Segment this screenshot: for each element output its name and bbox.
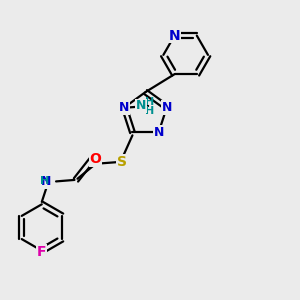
Text: H: H <box>145 98 154 107</box>
Text: N: N <box>154 126 164 139</box>
Text: N: N <box>162 101 172 114</box>
Text: N: N <box>136 100 146 112</box>
Text: F: F <box>37 245 46 259</box>
Text: O: O <box>89 152 101 166</box>
Text: H: H <box>145 106 154 116</box>
Text: H: H <box>40 176 49 186</box>
Text: N: N <box>169 28 180 43</box>
Text: S: S <box>117 155 127 169</box>
Text: N: N <box>119 101 130 114</box>
Text: N: N <box>41 175 51 188</box>
